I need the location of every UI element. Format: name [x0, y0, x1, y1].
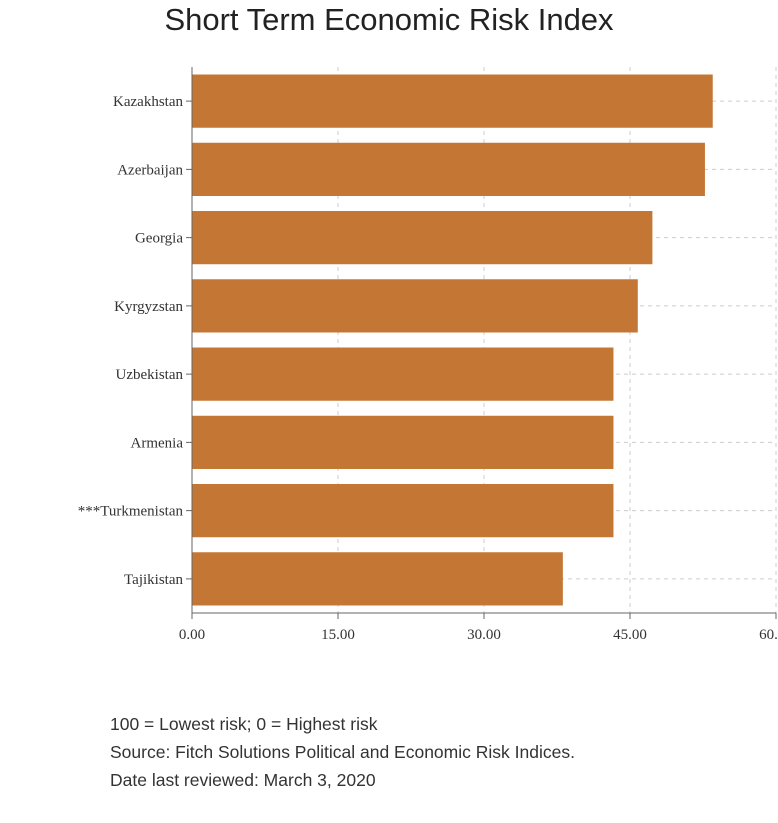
category-label: Azerbaijan	[117, 162, 183, 178]
bar	[192, 415, 614, 469]
category-label: Kyrgyzstan	[114, 299, 183, 315]
bar	[192, 279, 638, 333]
x-tick-label: 30.00	[467, 627, 501, 643]
category-label: ***Turkmenistan	[78, 504, 184, 520]
category-label: Tajikistan	[124, 572, 183, 588]
chart-title: Short Term Economic Risk Index	[164, 2, 614, 37]
x-tick-label: 60.00	[759, 627, 778, 643]
labels: 0.00 15.00 30.00 45.00 60.00 Kazakhstan Azerba…	[78, 94, 778, 643]
bar	[192, 552, 563, 606]
category-label: Armenia	[131, 435, 184, 451]
note-source: Source: Fitch Solutions Political and Ec…	[110, 742, 575, 762]
axes	[186, 67, 777, 619]
bar	[192, 484, 614, 538]
x-tick-label: 45.00	[613, 627, 647, 643]
x-tick-label: 0.00	[179, 627, 205, 643]
x-tick-label: 15.00	[321, 627, 355, 643]
chart-notes: 100 = Lowest risk; 0 = Highest risk Sour…	[110, 710, 575, 794]
note-date: Date last reviewed: March 3, 2020	[110, 770, 376, 790]
note-scale: 100 = Lowest risk; 0 = Highest risk	[110, 714, 378, 734]
bar	[192, 74, 713, 128]
bar	[192, 211, 653, 265]
bars	[192, 74, 713, 606]
bar	[192, 142, 705, 196]
category-label: Uzbekistan	[116, 367, 184, 383]
category-label: Georgia	[135, 231, 183, 247]
bar	[192, 347, 614, 401]
category-label: Kazakhstan	[113, 94, 183, 110]
